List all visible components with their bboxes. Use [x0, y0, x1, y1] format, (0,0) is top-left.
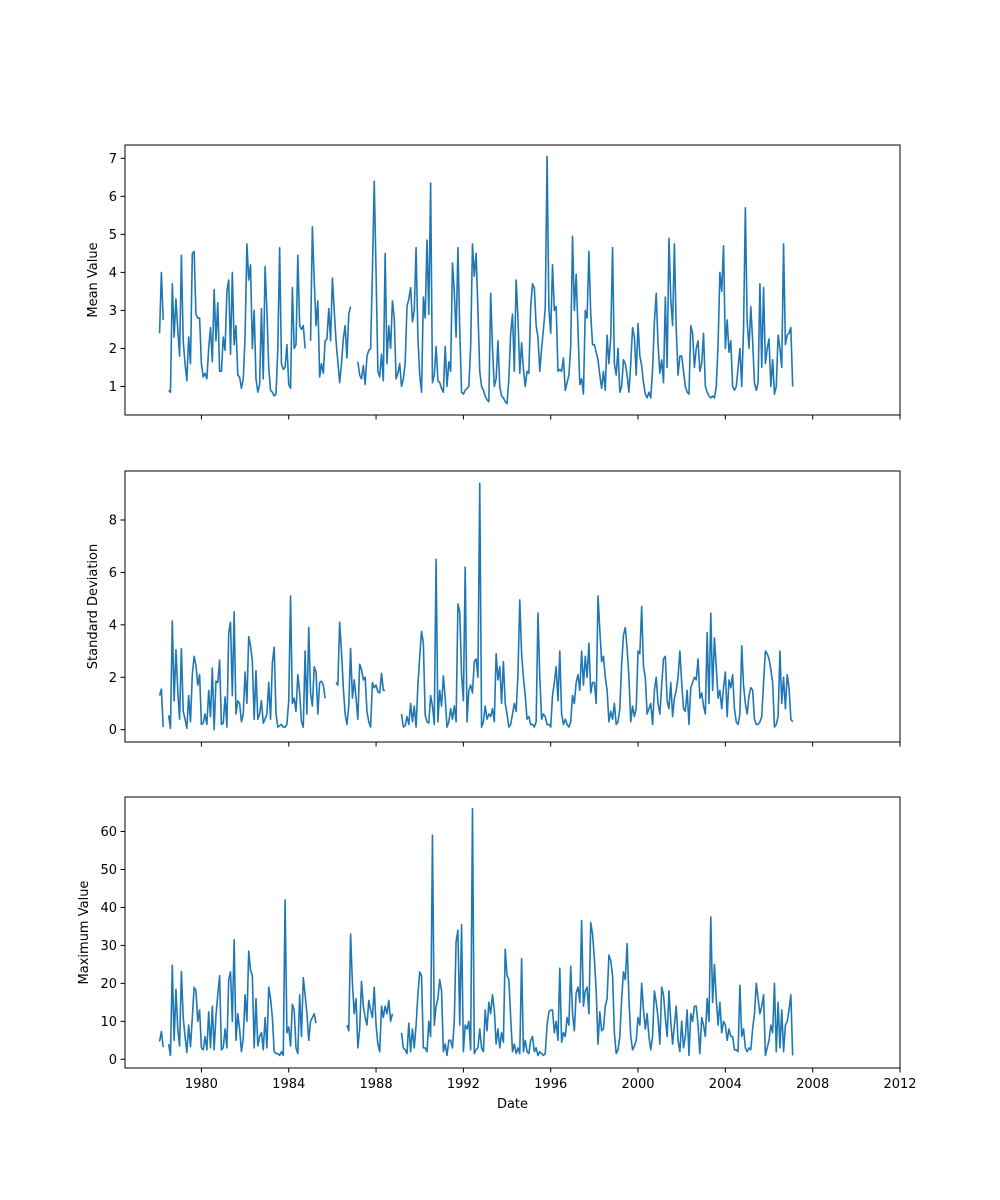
y-tick-label: 20	[100, 977, 117, 992]
y-tick-label: 10	[100, 1015, 117, 1030]
x-tick-label: 2008	[796, 1077, 829, 1092]
y-tick-label: 7	[109, 152, 117, 167]
y-tick-label: 0	[109, 723, 117, 738]
y-axis-label: Mean Value	[86, 242, 101, 317]
y-tick-label: 60	[100, 825, 117, 840]
y-tick-label: 6	[109, 566, 117, 581]
x-tick-label: 2012	[883, 1077, 916, 1092]
x-tick-label: 1988	[360, 1077, 393, 1092]
y-axis-label: Maximum Value	[77, 881, 92, 985]
x-tick-label: 2004	[709, 1077, 742, 1092]
y-tick-label: 2	[109, 671, 117, 686]
y-tick-label: 2	[109, 342, 117, 357]
standard-deviation-panel: 0 2 4 6 8 Standard Deviation	[86, 470, 901, 747]
series-line	[158, 155, 794, 405]
y-tick-label: 30	[100, 939, 117, 954]
x-tick-label: 1984	[272, 1077, 305, 1092]
series-line	[158, 482, 794, 731]
y-tick-label: 5	[109, 228, 117, 243]
y-tick-label: 50	[100, 863, 117, 878]
y-tick-label: 0	[109, 1053, 117, 1068]
axes-frame	[124, 796, 901, 1069]
axes-frame	[124, 144, 901, 416]
x-tick-label: 1996	[534, 1077, 567, 1092]
mean-value-panel: 1 2 3 4 5 6 7 Mean Value	[86, 144, 901, 420]
series-line	[158, 807, 794, 1057]
y-axis-label: Standard Deviation	[86, 544, 101, 669]
y-tick-label: 8	[109, 514, 117, 529]
x-tick-label: 2000	[621, 1077, 654, 1092]
x-tick-label: 1980	[185, 1077, 218, 1092]
y-tick-label: 6	[109, 190, 117, 205]
y-tick-label: 4	[109, 618, 117, 633]
axes-frame	[124, 470, 901, 743]
y-tick-label: 40	[100, 901, 117, 916]
x-axis-label: Date	[497, 1097, 528, 1112]
maximum-value-panel: 1980 1984 1988 1992 1996 2000 2004 2008 2012 0 10 2…	[77, 796, 917, 1112]
y-tick-label: 3	[109, 304, 117, 319]
y-tick-label: 1	[109, 380, 117, 395]
y-tick-label: 4	[109, 266, 117, 281]
x-tick-label: 1992	[447, 1077, 480, 1092]
